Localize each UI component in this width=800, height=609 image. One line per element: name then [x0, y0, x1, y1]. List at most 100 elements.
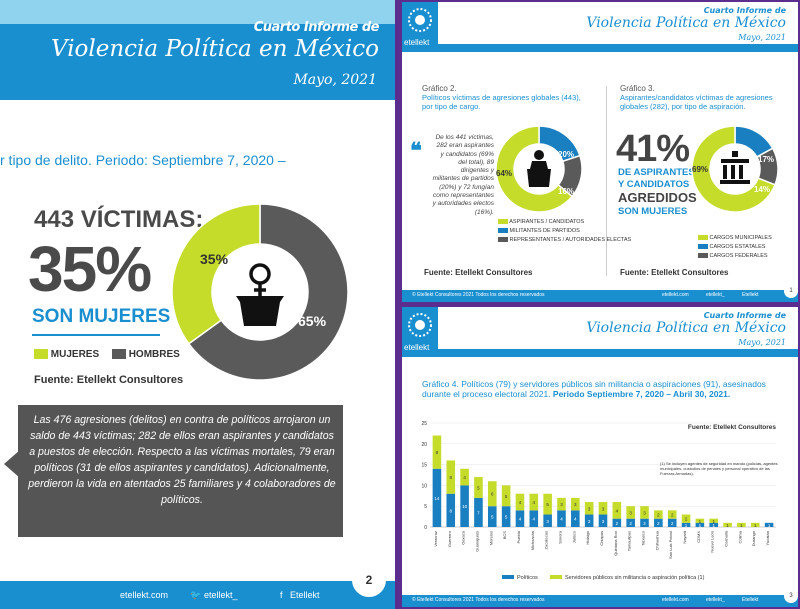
g2-legend-label-2: REPRESENTANTES / AUTORIDADES ELECTAS: [509, 237, 632, 243]
header-date: Mayo, 2021: [293, 72, 377, 88]
brand-name-bottom: etellekt: [404, 343, 430, 352]
rb-footer-site[interactable]: etellekt.com: [662, 597, 689, 603]
y-tick-label: 0: [424, 525, 427, 531]
page-number-right-bottom: 3: [784, 589, 798, 603]
g4-legend: Políticos Servidores públicos sin milita…: [502, 575, 705, 581]
rt-footer-facebook[interactable]: Etellekt: [742, 292, 759, 298]
bar-chart-g4: 0510152025148Veracruz88Guerrero104Oaxaca…: [421, 421, 778, 581]
bar-segment: [487, 481, 497, 507]
bar-data-label: 4: [533, 517, 536, 522]
x-tick-label: Zacatecas: [544, 531, 549, 549]
podium-icon: [527, 150, 551, 187]
women-label: SON MUJERES: [32, 306, 171, 327]
bar-data-label: 2: [616, 521, 619, 526]
bar-data-label: 1: [699, 519, 702, 524]
x-tick-label: Chiapas: [599, 531, 604, 546]
brand-block: etellekt: [402, 2, 438, 52]
bar-segment: [557, 497, 566, 511]
g3-label-2: 14%: [754, 185, 770, 194]
bar-data-label: 1: [740, 523, 743, 528]
rt-footer-twitter[interactable]: etellekt_: [706, 292, 725, 298]
footer-site[interactable]: etellekt.com: [120, 590, 169, 600]
slide-right-top: etellekt Cuarto Informe de Violencia Pol…: [402, 2, 798, 302]
bar-segment: [654, 518, 663, 527]
bar-segment: [571, 510, 580, 527]
footer-facebook[interactable]: Etellekt: [290, 590, 320, 600]
bar-data-label: 8: [450, 475, 453, 480]
bar-data-label: 2: [671, 521, 674, 526]
g4-legend-label-0: Políticos: [517, 575, 538, 581]
g4-source: Fuente: Etellekt Consultores: [688, 424, 777, 431]
x-tick-label: Yucatán: [765, 531, 770, 545]
footer-twitter[interactable]: etellekt_: [204, 590, 238, 600]
x-tick-label: Coahuila: [724, 530, 729, 547]
bar-data-label: 1: [699, 523, 702, 528]
rb-footer-copyright: © Etellekt Consultores 2021 Todos los de…: [412, 597, 545, 603]
aspiracion-slice-2: [691, 125, 776, 213]
bar-segment: [584, 502, 594, 515]
donut-gender: 35% 65%: [171, 203, 349, 381]
bar-segment: [695, 518, 705, 523]
divider: [32, 334, 160, 336]
bar-data-label: 3: [602, 519, 605, 524]
bar-data-label: 1: [685, 523, 688, 528]
bar-segment: [626, 518, 635, 527]
rb-kicker: Cuarto Informe de: [703, 311, 786, 320]
bar-segment: [460, 485, 469, 527]
brand-name: etellekt: [404, 38, 430, 47]
x-tick-label: Chihuahua: [654, 530, 659, 550]
bar-segment: [626, 506, 635, 519]
x-tick-label: Puebla: [516, 530, 521, 543]
left-subtitle: r tipo de delito. Periodo: Septiembre 7,…: [0, 152, 286, 168]
slide-left: Cuarto Informe de Violencia Política en …: [0, 0, 395, 609]
bar-data-label: 3: [546, 519, 549, 524]
bar-data-label: 2: [671, 513, 674, 518]
column-divider: [606, 86, 607, 276]
bar-data-label: 5: [546, 502, 549, 507]
rt-date: Mayo, 2021: [738, 33, 786, 42]
page-number-left: 2: [352, 563, 386, 597]
bar-segment: [432, 435, 442, 469]
g2-legend-2: REPRESENTANTES / AUTORIDADES ELECTAS: [498, 236, 631, 245]
bar-data-label: 2: [629, 521, 632, 526]
g3-heading: Gráfico 3.: [620, 84, 655, 93]
bar-data-label: 3: [588, 506, 591, 511]
brand-logo-icon-bottom: [408, 313, 432, 337]
left-source: Fuente: Etellekt Consultores: [34, 374, 184, 386]
bar-data-label: 2: [643, 521, 646, 526]
rb-date: Mayo, 2021: [738, 338, 786, 347]
female-symbol-icon: [236, 263, 284, 326]
rt-title: Violencia Política en México: [586, 15, 786, 31]
bar-data-label: 4: [519, 500, 522, 505]
g2-legend-label-1: MILITANTES DE PARTIDOS: [509, 228, 580, 234]
g3-line3: AGREDIDOS: [618, 190, 697, 205]
x-tick-label: Guanajuato: [474, 530, 479, 551]
bar-segment: [529, 493, 539, 511]
note-pointer: [4, 450, 20, 478]
rb-footer-twitter[interactable]: etellekt_: [706, 597, 725, 603]
bar-data-label: 3: [602, 506, 605, 511]
rt-footer-site[interactable]: etellekt.com: [662, 292, 689, 298]
bar-data-label: 1: [712, 519, 715, 524]
rb-footer-facebook[interactable]: Etellekt: [742, 597, 759, 603]
bar-data-label: 4: [574, 517, 577, 522]
g2-quote: De los 441 víctimas, 282 eran aspirantes…: [432, 134, 494, 216]
bar-segment: [667, 518, 677, 527]
quote-icon: ❝: [410, 138, 422, 163]
g4-annotation: (1) Se incluyen agentes de seguridad en …: [660, 461, 778, 476]
x-tick-label: Oaxaca: [461, 530, 466, 545]
x-tick-label: CDMX: [696, 531, 701, 543]
bar-data-label: 4: [560, 517, 563, 522]
x-tick-label: Nayarit: [682, 530, 687, 544]
bar-segment: [474, 477, 483, 498]
bar-segment: [640, 506, 649, 519]
rt-kicker: Cuarto Informe de: [703, 6, 786, 15]
donut-cargo: 64% 20% 16%: [495, 125, 583, 213]
bar-segment: [543, 493, 552, 515]
bar-segment: [460, 468, 469, 486]
bar-segment: [571, 497, 580, 511]
donut-aspiracion: 69% 17% 14%: [691, 125, 779, 213]
footer-right-bottom: © Etellekt Consultores 2021 Todos los de…: [402, 595, 798, 607]
header-title: Violencia Política en México: [50, 36, 379, 62]
bar-segment: [446, 460, 456, 494]
